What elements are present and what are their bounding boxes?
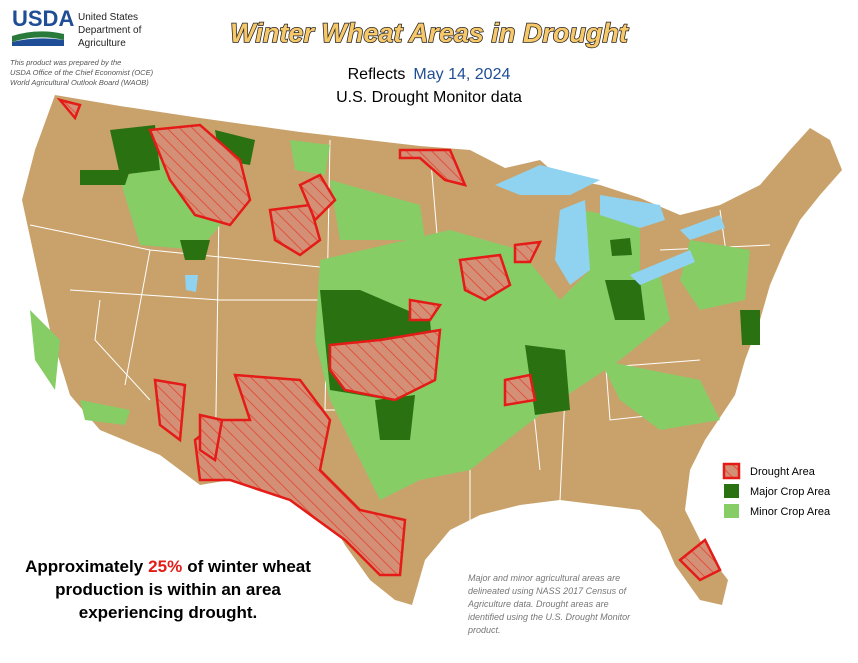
note-line: product. (467, 625, 501, 635)
note: Major and minor agricultural areas are d… (467, 573, 631, 635)
reflects-line: Reflects May 14, 2024 (348, 66, 511, 83)
date: May 14, 2024 (413, 66, 510, 83)
department-line: Agriculture (78, 38, 126, 49)
legend-label: Major Crop Area (750, 486, 831, 498)
lakes (185, 165, 725, 292)
logo-swoosh (12, 31, 64, 42)
note-line: Agriculture data. Drought areas are (467, 599, 609, 609)
drought-areas (56, 97, 722, 582)
department-line: Department of (78, 25, 142, 36)
summary-lead: Approximately (25, 557, 144, 576)
credit-line: USDA Office of the Chief Economist (OCE) (10, 68, 154, 77)
credit-line: World Agricultural Outlook Board (WAOB) (10, 78, 149, 87)
legend-swatch (724, 484, 739, 498)
note-line: delineated using NASS 2017 Census of (468, 586, 628, 596)
logo-base (12, 38, 64, 46)
credit-line: This product was prepared by the (10, 58, 121, 67)
legend-swatch (722, 462, 741, 480)
department-line: United States (78, 12, 138, 23)
summary: Approximately 25% of winter wheat producti… (25, 557, 311, 622)
usda-logo: USDA United States Department of Agricul… (10, 6, 154, 87)
summary-text: of winter wheat (187, 557, 311, 576)
reflects: Reflects (348, 66, 406, 83)
summary-share: 25% (148, 557, 182, 576)
legend-label: Minor Crop Area (750, 506, 831, 518)
legend-swatch (724, 504, 739, 518)
legend-label: Drought Area (750, 466, 816, 478)
source: U.S. Drought Monitor data (336, 89, 522, 106)
note-line: identified using the U.S. Drought Monito… (468, 612, 631, 622)
summary-line: Approximately 25% of winter wheat (25, 557, 311, 576)
us-map (22, 95, 842, 605)
summary-line: production is within an area (55, 580, 281, 599)
agency-logo: USDA (12, 6, 74, 31)
legend: Drought Area Major Crop Area Minor Crop … (722, 462, 831, 518)
summary-line: experiencing drought. (79, 603, 258, 622)
note-line: Major and minor agricultural areas are (468, 573, 620, 583)
title: Winter Wheat Areas in Drought (230, 18, 629, 48)
